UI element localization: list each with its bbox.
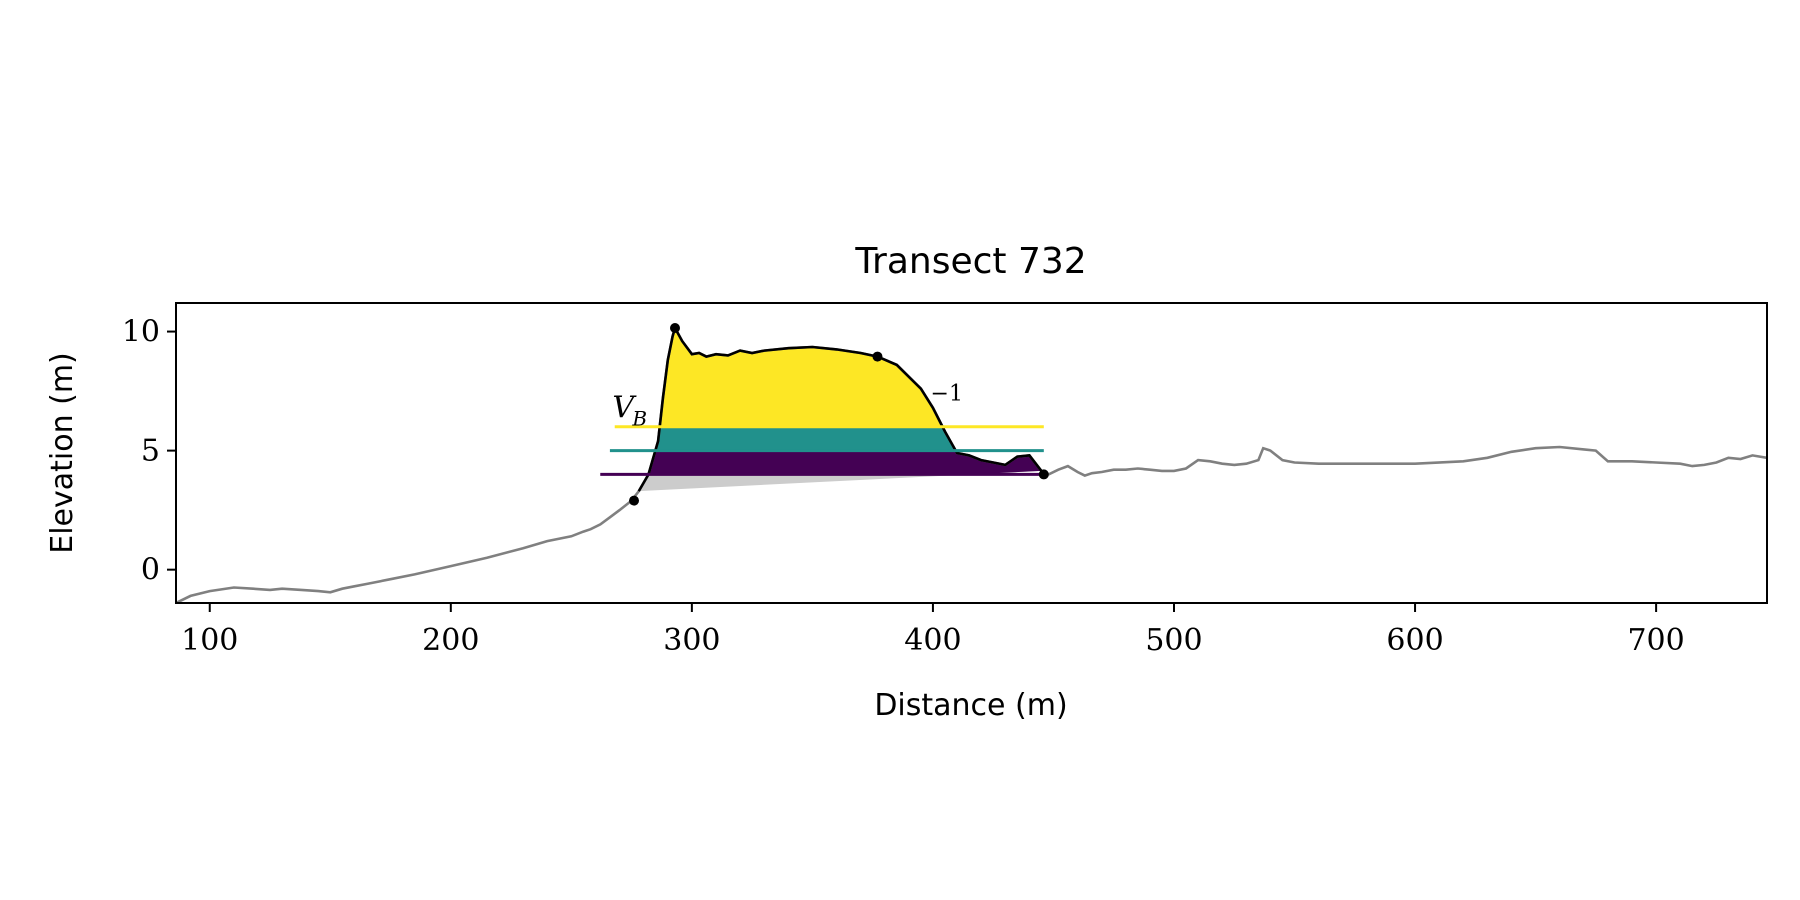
- y-tick-label: 0: [141, 553, 160, 588]
- y-tick-label: 5: [141, 434, 160, 469]
- x-axis: 100 200 300 400 500 600 700: [181, 603, 1685, 658]
- annotation-vb: V: [612, 390, 637, 425]
- band-1: [638, 426, 1042, 451]
- toe-point: [629, 495, 640, 506]
- x-axis-label: Distance (m): [874, 688, 1067, 723]
- band-2: [638, 450, 1042, 475]
- x-tick-label: 500: [1145, 623, 1202, 658]
- plot-area: [176, 323, 1767, 603]
- x-tick-label: 100: [181, 623, 238, 658]
- annotation-vb-subscript: B: [631, 406, 647, 430]
- mid-point: [872, 351, 883, 362]
- x-tick-label: 700: [1627, 623, 1684, 658]
- x-tick-label: 300: [663, 623, 720, 658]
- y-axis-label: Elevation (m): [45, 352, 80, 554]
- band-0: [638, 328, 1042, 427]
- y-tick-label: 10: [122, 315, 160, 350]
- crest-point: [669, 323, 680, 333]
- annotation-minus-one: −1: [931, 382, 963, 407]
- annotations: VB −1: [612, 382, 963, 431]
- plot-frame: [175, 302, 1768, 604]
- heel-point: [1038, 469, 1049, 480]
- y-axis: 0 5 10: [122, 315, 176, 588]
- dune-outline: [637, 324, 1043, 492]
- x-tick-label: 400: [904, 623, 961, 658]
- x-tick-label: 200: [422, 623, 479, 658]
- chart-title: Transect 732: [854, 241, 1086, 282]
- x-tick-label: 600: [1386, 623, 1443, 658]
